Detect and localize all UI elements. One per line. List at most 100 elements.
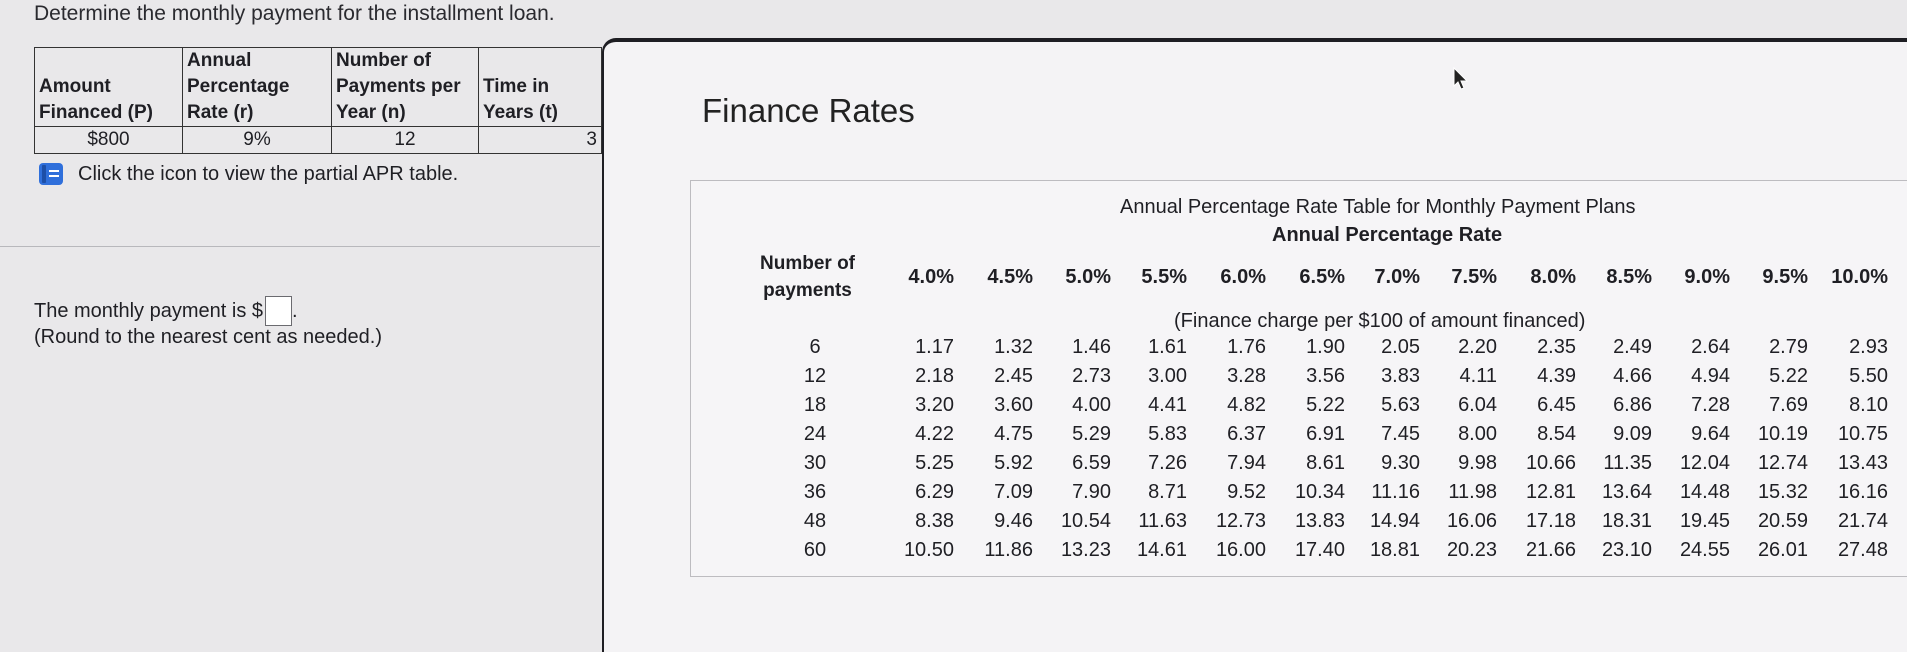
header-annual-rate: Annual Percentage Rate (r): [182, 47, 332, 127]
apr-cell: 3.83: [1381, 365, 1420, 387]
loan-table: Amount Financed (P) Annual Percentage Rate …: [34, 47, 602, 154]
apr-cell: 12.74: [1757, 452, 1808, 474]
apr-cell: 1.90: [1306, 336, 1345, 358]
apr-table-title: Annual Percentage Rate Table for Monthly…: [1120, 196, 1636, 218]
apr-cell: 12.04: [1679, 452, 1730, 474]
apr-cell: 14.48: [1679, 481, 1730, 503]
apr-cell: 23.10: [1601, 539, 1652, 561]
apr-cell: 6.86: [1613, 394, 1652, 416]
pointer-cursor-icon: [1453, 66, 1469, 90]
apr-cell: 26.01: [1757, 539, 1808, 561]
rate-header: 4.5%: [987, 266, 1033, 288]
header-time-in-years: Time in Years (t): [478, 47, 602, 127]
apr-cell: 18.81: [1369, 539, 1420, 561]
apr-cell: 7.69: [1769, 394, 1808, 416]
apr-cell: 6.04: [1458, 394, 1497, 416]
rate-header: 8.5%: [1606, 266, 1652, 288]
apr-cell: 8.00: [1458, 423, 1497, 445]
apr-cell: 12.81: [1525, 481, 1576, 503]
apr-cell: 9.30: [1381, 452, 1420, 474]
apr-cell: 17.40: [1294, 539, 1345, 561]
rate-header: 10.0%: [1831, 266, 1888, 288]
apr-cell: 9.46: [994, 510, 1033, 532]
rate-header: 4.0%: [908, 266, 954, 288]
apr-cell: 13.64: [1601, 481, 1652, 503]
rate-header: 5.5%: [1141, 266, 1187, 288]
header-amount-financed: Amount Financed (P): [34, 47, 183, 127]
apr-cell: 20.23: [1446, 539, 1497, 561]
finance-charge-note: (Finance charge per $100 of amount finan…: [1174, 310, 1586, 332]
apr-cell: 16.16: [1837, 481, 1888, 503]
apr-cell: 2.05: [1381, 336, 1420, 358]
apr-table-subtitle: Annual Percentage Rate: [1272, 224, 1503, 246]
apr-cell: 5.29: [1072, 423, 1111, 445]
apr-cell: 2.79: [1769, 336, 1808, 358]
apr-cell: 4.94: [1691, 365, 1730, 387]
apr-cell: 20.59: [1757, 510, 1808, 532]
apr-cell: 10.66: [1525, 452, 1576, 474]
apr-cell: 16.00: [1215, 539, 1266, 561]
apr-cell: 8.54: [1537, 423, 1576, 445]
apr-cell: 1.46: [1072, 336, 1111, 358]
apr-cell: 2.73: [1072, 365, 1111, 387]
apr-cell: 1.17: [915, 336, 954, 358]
apr-cell: 8.10: [1849, 394, 1888, 416]
apr-cell: 21.74: [1837, 510, 1888, 532]
apr-cell: 8.61: [1306, 452, 1345, 474]
apr-cell: 10.50: [903, 539, 954, 561]
apr-cell: 1.76: [1227, 336, 1266, 358]
apr-cell: 7.45: [1381, 423, 1420, 445]
apr-cell: 4.41: [1148, 394, 1187, 416]
apr-cell: 17.18: [1525, 510, 1576, 532]
rate-header: 6.0%: [1220, 266, 1266, 288]
apr-cell: 6.59: [1072, 452, 1111, 474]
apr-cell: 4.22: [915, 423, 954, 445]
apr-cell: 1.61: [1148, 336, 1187, 358]
apr-cell: 13.43: [1837, 452, 1888, 474]
payments-row-label: 48: [803, 510, 827, 532]
book-icon[interactable]: [38, 162, 64, 186]
apr-cell: 7.09: [994, 481, 1033, 503]
apr-cell: 5.22: [1769, 365, 1808, 387]
apr-cell: 9.09: [1613, 423, 1652, 445]
number-of-payments-header: Number of payments: [760, 253, 855, 301]
value-time-in-years: 3: [478, 126, 602, 154]
apr-cell: 4.11: [1459, 365, 1497, 387]
payments-row-label: 60: [803, 539, 827, 561]
apr-cell: 7.90: [1072, 481, 1111, 503]
payments-row-label: 18: [803, 394, 827, 416]
payments-row-label: 6: [809, 336, 821, 358]
answer-suffix: .: [292, 299, 298, 322]
apr-hint: Click the icon to view the partial APR t…: [38, 162, 458, 186]
apr-cell: 3.28: [1227, 365, 1266, 387]
apr-cell: 3.00: [1148, 365, 1187, 387]
apr-cell: 6.29: [915, 481, 954, 503]
apr-cell: 2.49: [1613, 336, 1652, 358]
apr-cell: 5.50: [1849, 365, 1888, 387]
apr-cell: 24.55: [1679, 539, 1730, 561]
apr-cell: 4.66: [1613, 365, 1652, 387]
apr-cell: 8.38: [915, 510, 954, 532]
apr-cell: 6.91: [1306, 423, 1345, 445]
answer-prefix: The monthly payment is $: [34, 299, 263, 322]
value-payments-per-year: 12: [331, 126, 479, 154]
apr-cell: 5.92: [994, 452, 1033, 474]
apr-cell: 3.56: [1306, 365, 1345, 387]
apr-cell: 2.20: [1458, 336, 1497, 358]
rate-header: 9.5%: [1762, 266, 1808, 288]
rate-header: 5.0%: [1065, 266, 1111, 288]
apr-cell: 6.45: [1537, 394, 1576, 416]
apr-cell: 7.28: [1691, 394, 1730, 416]
apr-cell: 7.94: [1227, 452, 1266, 474]
apr-cell: 2.18: [915, 365, 954, 387]
monthly-payment-input[interactable]: [265, 296, 292, 326]
apr-cell: 16.06: [1446, 510, 1497, 532]
apr-cell: 1.32: [994, 336, 1033, 358]
rate-header: 7.0%: [1374, 266, 1420, 288]
section-divider: [0, 246, 600, 247]
value-annual-rate: 9%: [182, 126, 332, 154]
apr-cell: 10.19: [1757, 423, 1808, 445]
apr-cell: 21.66: [1525, 539, 1576, 561]
apr-cell: 5.83: [1148, 423, 1187, 445]
apr-cell: 10.75: [1837, 423, 1888, 445]
